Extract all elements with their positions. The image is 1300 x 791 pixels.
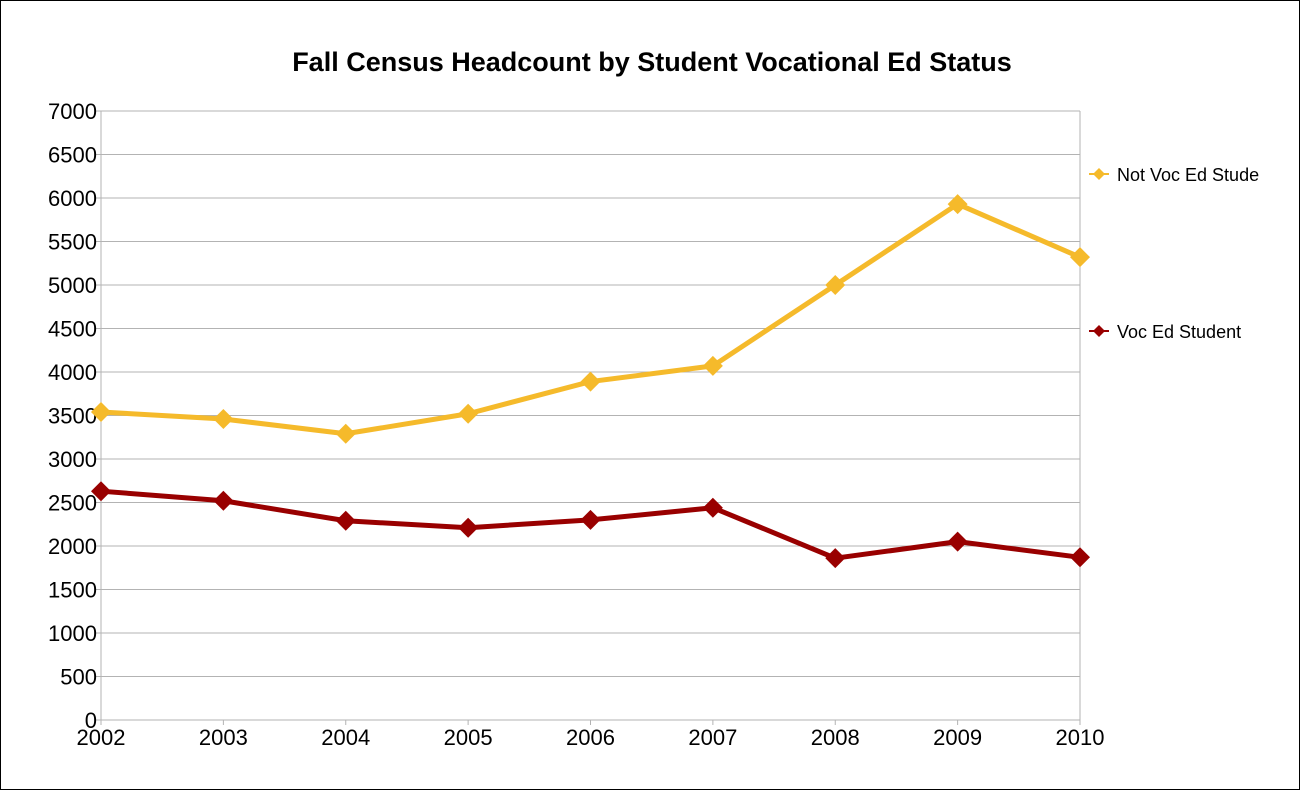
y-tick-label: 7000 xyxy=(48,99,97,124)
x-tick-label: 2007 xyxy=(688,725,737,750)
data-point xyxy=(947,194,968,215)
x-tick-label: 2004 xyxy=(321,725,370,750)
x-tick-label: 2008 xyxy=(811,725,860,750)
y-tick-label: 0 xyxy=(85,708,97,733)
data-point xyxy=(947,531,968,552)
legend-marker xyxy=(1093,325,1105,337)
x-tick-label: 2010 xyxy=(1056,725,1105,750)
data-point xyxy=(1070,547,1090,568)
data-point xyxy=(1070,247,1090,268)
x-tick-label: 2009 xyxy=(933,725,982,750)
legend-label: Not Voc Ed Stude xyxy=(1117,165,1259,185)
y-tick-label: 1500 xyxy=(48,578,97,603)
data-point xyxy=(335,510,356,531)
y-tick-label: 3500 xyxy=(48,404,97,429)
data-point xyxy=(213,408,234,429)
y-tick-label: 2500 xyxy=(48,491,97,516)
legend-label: Voc Ed Student xyxy=(1117,322,1241,342)
chart-title: Fall Census Headcount by Student Vocatio… xyxy=(292,47,1012,77)
y-tick-label: 6000 xyxy=(48,186,97,211)
y-tick-label: 5500 xyxy=(48,230,97,255)
y-tick-label: 3000 xyxy=(48,447,97,472)
y-tick-label: 6500 xyxy=(48,143,97,168)
y-tick-label: 500 xyxy=(60,665,97,690)
series-1 xyxy=(91,194,1090,444)
data-point xyxy=(825,548,846,569)
data-point xyxy=(458,517,479,538)
legend-item: Not Voc Ed Stude xyxy=(1089,165,1259,185)
data-point xyxy=(91,402,111,423)
grid-lines xyxy=(101,110,1080,677)
y-tick-label: 2000 xyxy=(48,534,97,559)
x-tick-label: 2002 xyxy=(77,725,126,750)
data-point xyxy=(702,355,723,376)
series-2 xyxy=(91,481,1090,569)
x-tick-labels: 2002 2003 2004 2005 2006 2007 2008 2009 2010 xyxy=(77,725,1105,750)
series-line xyxy=(98,201,1083,437)
series xyxy=(91,194,1090,569)
data-point xyxy=(580,509,601,530)
x-tick-label: 2003 xyxy=(199,725,248,750)
data-point xyxy=(213,490,234,511)
legend-item: Voc Ed Student xyxy=(1089,322,1241,342)
data-point xyxy=(825,275,846,295)
y-tick-label: 4000 xyxy=(48,360,97,385)
y-tick-label: 1000 xyxy=(48,621,97,646)
x-tick-label: 2006 xyxy=(566,725,615,750)
y-tick-label: 5000 xyxy=(48,273,97,298)
data-point xyxy=(580,371,601,392)
y-tick-labels: 0 500 1000 1500 2000 2500 3000 3500 4000 4500 5000… xyxy=(48,99,97,733)
data-point xyxy=(91,481,111,502)
data-point xyxy=(702,497,723,518)
y-tick-label: 4500 xyxy=(48,317,97,342)
legend: Not Voc Ed Stude Voc Ed Student xyxy=(1089,165,1259,342)
data-point xyxy=(458,403,479,424)
x-tick-label: 2005 xyxy=(444,725,493,750)
data-point xyxy=(335,423,356,444)
legend-marker xyxy=(1093,168,1105,180)
